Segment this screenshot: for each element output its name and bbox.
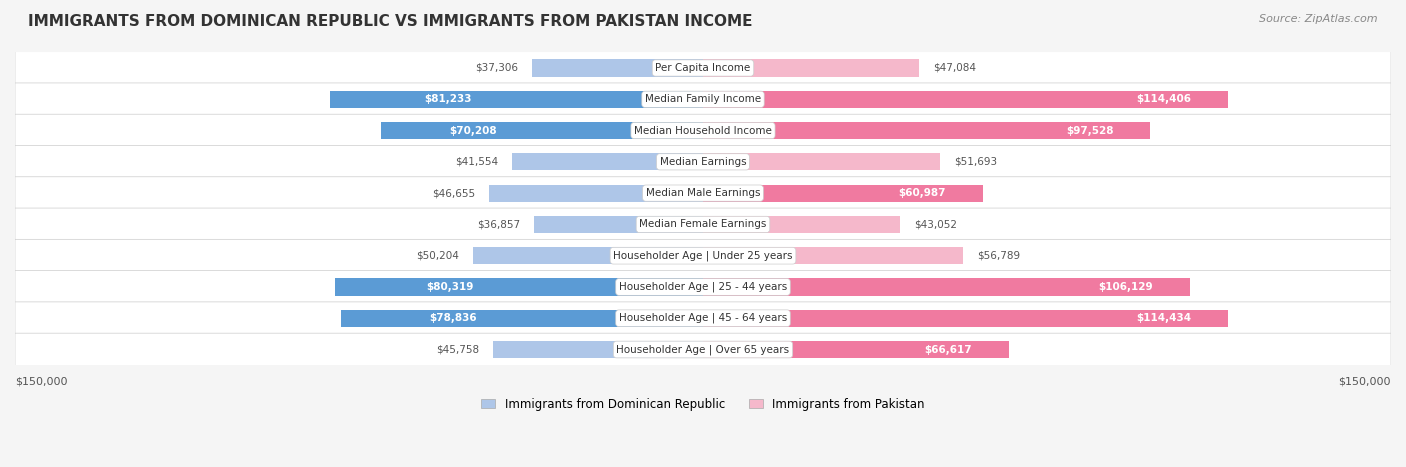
Bar [703, 91, 1227, 108]
Text: Median Male Earnings: Median Male Earnings [645, 188, 761, 198]
Bar [703, 153, 941, 170]
Text: $78,836: $78,836 [430, 313, 477, 323]
Text: $80,319: $80,319 [426, 282, 474, 292]
Text: Householder Age | Over 65 years: Householder Age | Over 65 years [616, 344, 790, 355]
Bar [472, 247, 703, 264]
Text: $114,406: $114,406 [1136, 94, 1191, 104]
Text: $45,758: $45,758 [436, 345, 479, 354]
Text: $41,554: $41,554 [456, 157, 499, 167]
Bar [489, 184, 703, 202]
Bar [494, 341, 703, 358]
FancyBboxPatch shape [15, 302, 1391, 334]
Text: Per Capita Income: Per Capita Income [655, 63, 751, 73]
Bar [703, 59, 920, 77]
Bar [335, 278, 703, 296]
Text: $60,987: $60,987 [898, 188, 946, 198]
Bar [703, 310, 1227, 327]
Bar [342, 310, 703, 327]
Bar [703, 184, 983, 202]
Text: Median Earnings: Median Earnings [659, 157, 747, 167]
Bar [531, 59, 703, 77]
Text: Householder Age | 45 - 64 years: Householder Age | 45 - 64 years [619, 313, 787, 324]
Text: $97,528: $97,528 [1066, 126, 1114, 135]
FancyBboxPatch shape [15, 114, 1391, 147]
Bar [512, 153, 703, 170]
Text: $50,204: $50,204 [416, 251, 458, 261]
Text: $56,789: $56,789 [977, 251, 1021, 261]
Text: Median Family Income: Median Family Income [645, 94, 761, 104]
Bar [534, 216, 703, 233]
Text: IMMIGRANTS FROM DOMINICAN REPUBLIC VS IMMIGRANTS FROM PAKISTAN INCOME: IMMIGRANTS FROM DOMINICAN REPUBLIC VS IM… [28, 14, 752, 29]
FancyBboxPatch shape [15, 146, 1391, 178]
FancyBboxPatch shape [15, 270, 1391, 303]
Text: $51,693: $51,693 [953, 157, 997, 167]
Text: $36,857: $36,857 [477, 219, 520, 229]
FancyBboxPatch shape [15, 333, 1391, 366]
Text: $150,000: $150,000 [15, 376, 67, 386]
Bar [703, 216, 900, 233]
Text: $70,208: $70,208 [450, 126, 496, 135]
Text: Source: ZipAtlas.com: Source: ZipAtlas.com [1260, 14, 1378, 24]
Text: $37,306: $37,306 [475, 63, 519, 73]
Bar [381, 122, 703, 139]
Text: $46,655: $46,655 [432, 188, 475, 198]
Text: $43,052: $43,052 [914, 219, 957, 229]
Text: $150,000: $150,000 [1339, 376, 1391, 386]
FancyBboxPatch shape [15, 177, 1391, 210]
FancyBboxPatch shape [15, 52, 1391, 85]
Bar [703, 341, 1008, 358]
Bar [703, 122, 1150, 139]
Bar [703, 278, 1189, 296]
Text: $114,434: $114,434 [1136, 313, 1191, 323]
Bar [703, 247, 963, 264]
Text: Median Household Income: Median Household Income [634, 126, 772, 135]
FancyBboxPatch shape [15, 83, 1391, 116]
Text: $66,617: $66,617 [924, 345, 972, 354]
FancyBboxPatch shape [15, 239, 1391, 272]
FancyBboxPatch shape [15, 208, 1391, 241]
Legend: Immigrants from Dominican Republic, Immigrants from Pakistan: Immigrants from Dominican Republic, Immi… [477, 393, 929, 416]
Text: Householder Age | 25 - 44 years: Householder Age | 25 - 44 years [619, 282, 787, 292]
Bar [330, 91, 703, 108]
Text: $47,084: $47,084 [932, 63, 976, 73]
Text: $81,233: $81,233 [425, 94, 471, 104]
Text: $106,129: $106,129 [1098, 282, 1153, 292]
Text: Householder Age | Under 25 years: Householder Age | Under 25 years [613, 250, 793, 261]
Text: Median Female Earnings: Median Female Earnings [640, 219, 766, 229]
